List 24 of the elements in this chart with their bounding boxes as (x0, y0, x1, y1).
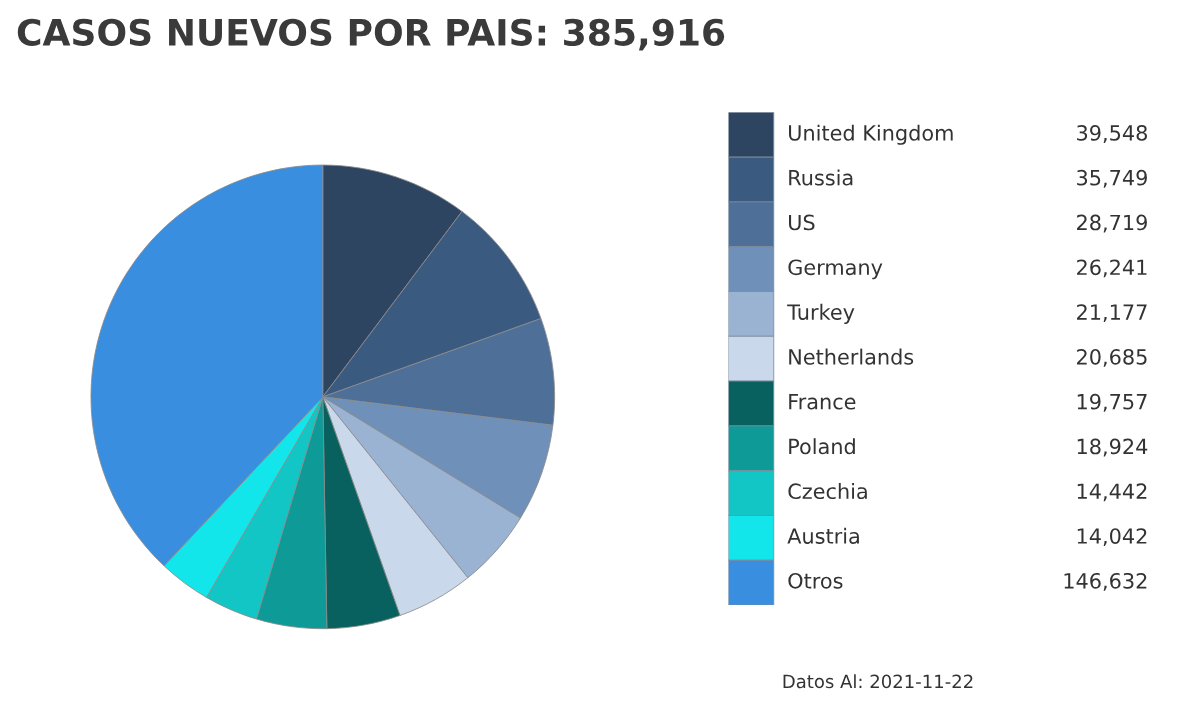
legend-label: Germany (788, 259, 883, 280)
text: Datos Al: 2021-11-22 (783, 674, 973, 689)
legend-label: Austria (787, 527, 859, 544)
legend-label: US (789, 214, 815, 231)
chart-title: CASOS NUEVOS POR PAIS: 385,916 (17, 18, 725, 51)
data-label: 19,757 (1077, 393, 1147, 412)
legend-label: Czechia (788, 483, 867, 500)
data-label: 14,442 (1077, 483, 1147, 502)
legend-label: France (789, 394, 856, 410)
data-label: 39,548 (1077, 125, 1147, 143)
legend-label: United Kingdom (789, 124, 953, 145)
legend-label: Russia (789, 169, 853, 186)
legend-label: Poland (789, 438, 855, 455)
data-label: 18,924 (1077, 438, 1148, 457)
data-label: 14,042 (1077, 528, 1147, 547)
legend-label: Otros (788, 572, 843, 589)
data-label: 20,685 (1077, 348, 1147, 367)
data-label: 35,749 (1077, 169, 1147, 188)
data-label: 26,241 (1077, 259, 1147, 278)
data-label: 21,177 (1077, 304, 1147, 323)
legend-label: Turkey (787, 303, 855, 324)
legend-label: Netherlands (789, 348, 914, 365)
data-label: 28,719 (1077, 214, 1147, 233)
data-label: 146,632 (1064, 572, 1147, 591)
